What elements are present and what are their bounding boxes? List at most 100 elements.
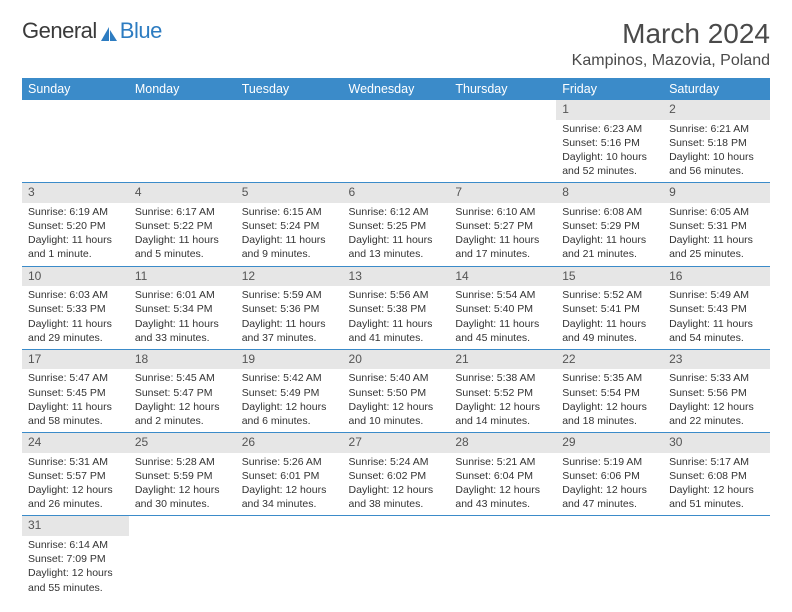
daylight-line: Daylight: 10 hours and 56 minutes. [669, 150, 764, 178]
title-block: March 2024 Kampinos, Mazovia, Poland [572, 18, 770, 70]
sunset-line: Sunset: 5:24 PM [242, 219, 337, 233]
calendar-cell: 1Sunrise: 6:23 AMSunset: 5:16 PMDaylight… [556, 100, 663, 183]
sunset-line: Sunset: 5:43 PM [669, 302, 764, 316]
day-number [236, 100, 343, 120]
day-details: Sunrise: 5:24 AMSunset: 6:02 PMDaylight:… [343, 453, 450, 516]
calendar-cell: 10Sunrise: 6:03 AMSunset: 5:33 PMDayligh… [22, 266, 129, 349]
brand-word-2: Blue [120, 18, 162, 44]
sunrise-line: Sunrise: 6:14 AM [28, 538, 123, 552]
calendar-week: 10Sunrise: 6:03 AMSunset: 5:33 PMDayligh… [22, 266, 770, 349]
day-number: 22 [556, 350, 663, 370]
calendar-week: 31 Sunrise: 6:14 AMSunset: 7:09 PMDayligh… [22, 516, 770, 599]
calendar-week: 17Sunrise: 5:47 AMSunset: 5:45 PMDayligh… [22, 349, 770, 432]
calendar-cell: 3Sunrise: 6:19 AMSunset: 5:20 PMDaylight… [22, 183, 129, 266]
day-number: 3 [22, 183, 129, 203]
day-header: Wednesday [343, 78, 450, 100]
sunrise-line: Sunrise: 5:31 AM [28, 455, 123, 469]
header: General Blue March 2024 Kampinos, Mazovi… [22, 18, 770, 70]
calendar-cell [236, 516, 343, 599]
calendar-cell: 28Sunrise: 5:21 AMSunset: 6:04 PMDayligh… [449, 433, 556, 516]
daylight-line: Daylight: 11 hours and 37 minutes. [242, 317, 337, 345]
sunset-line: Sunset: 7:09 PM [28, 552, 123, 566]
sunrise-line: Sunrise: 5:54 AM [455, 288, 550, 302]
calendar-week: 3Sunrise: 6:19 AMSunset: 5:20 PMDaylight… [22, 183, 770, 266]
day-number: 30 [663, 433, 770, 453]
sunset-line: Sunset: 6:06 PM [562, 469, 657, 483]
daylight-line: Daylight: 11 hours and 13 minutes. [349, 233, 444, 261]
day-details: Sunrise: 5:35 AMSunset: 5:54 PMDaylight:… [556, 369, 663, 432]
calendar-cell: 21Sunrise: 5:38 AMSunset: 5:52 PMDayligh… [449, 349, 556, 432]
day-number: 14 [449, 267, 556, 287]
sunrise-line: Sunrise: 6:23 AM [562, 122, 657, 136]
day-number: 9 [663, 183, 770, 203]
sunset-line: Sunset: 5:45 PM [28, 386, 123, 400]
daylight-line: Daylight: 11 hours and 25 minutes. [669, 233, 764, 261]
day-details: Sunrise: 5:28 AMSunset: 5:59 PMDaylight:… [129, 453, 236, 516]
day-number [449, 100, 556, 120]
sunset-line: Sunset: 5:18 PM [669, 136, 764, 150]
calendar-cell: 11Sunrise: 6:01 AMSunset: 5:34 PMDayligh… [129, 266, 236, 349]
calendar-cell: 15Sunrise: 5:52 AMSunset: 5:41 PMDayligh… [556, 266, 663, 349]
daylight-line: Daylight: 12 hours and 55 minutes. [28, 566, 123, 594]
day-number: 13 [343, 267, 450, 287]
brand-word-1: General [22, 18, 97, 44]
day-number: 29 [556, 433, 663, 453]
sunrise-line: Sunrise: 6:01 AM [135, 288, 230, 302]
day-number: 21 [449, 350, 556, 370]
day-details: Sunrise: 5:59 AMSunset: 5:36 PMDaylight:… [236, 286, 343, 349]
sunrise-line: Sunrise: 6:21 AM [669, 122, 764, 136]
sunrise-line: Sunrise: 5:28 AM [135, 455, 230, 469]
sunset-line: Sunset: 5:27 PM [455, 219, 550, 233]
day-details: Sunrise: 5:19 AMSunset: 6:06 PMDaylight:… [556, 453, 663, 516]
calendar-cell: 23Sunrise: 5:33 AMSunset: 5:56 PMDayligh… [663, 349, 770, 432]
day-number: 15 [556, 267, 663, 287]
sunrise-line: Sunrise: 5:26 AM [242, 455, 337, 469]
day-details: Sunrise: 6:08 AMSunset: 5:29 PMDaylight:… [556, 203, 663, 266]
day-number: 31 [22, 516, 129, 536]
sunrise-line: Sunrise: 5:38 AM [455, 371, 550, 385]
day-number: 23 [663, 350, 770, 370]
calendar-cell [556, 516, 663, 599]
calendar-cell: 29Sunrise: 5:19 AMSunset: 6:06 PMDayligh… [556, 433, 663, 516]
sunrise-line: Sunrise: 5:19 AM [562, 455, 657, 469]
day-number: 4 [129, 183, 236, 203]
day-number: 12 [236, 267, 343, 287]
sunset-line: Sunset: 5:25 PM [349, 219, 444, 233]
daylight-line: Daylight: 12 hours and 43 minutes. [455, 483, 550, 511]
sunrise-line: Sunrise: 6:15 AM [242, 205, 337, 219]
day-details: Sunrise: 5:40 AMSunset: 5:50 PMDaylight:… [343, 369, 450, 432]
sunset-line: Sunset: 6:02 PM [349, 469, 444, 483]
day-number [343, 516, 450, 536]
day-details: Sunrise: 6:23 AMSunset: 5:16 PMDaylight:… [556, 120, 663, 183]
calendar-cell [236, 100, 343, 183]
daylight-line: Daylight: 11 hours and 21 minutes. [562, 233, 657, 261]
calendar-table: Sunday Monday Tuesday Wednesday Thursday… [22, 78, 770, 599]
calendar-cell: 14Sunrise: 5:54 AMSunset: 5:40 PMDayligh… [449, 266, 556, 349]
day-number: 18 [129, 350, 236, 370]
day-details: Sunrise: 6:15 AMSunset: 5:24 PMDaylight:… [236, 203, 343, 266]
day-number: 5 [236, 183, 343, 203]
daylight-line: Daylight: 11 hours and 9 minutes. [242, 233, 337, 261]
calendar-week: 1Sunrise: 6:23 AMSunset: 5:16 PMDaylight… [22, 100, 770, 183]
sunset-line: Sunset: 5:22 PM [135, 219, 230, 233]
day-number: 26 [236, 433, 343, 453]
day-details: Sunrise: 5:56 AMSunset: 5:38 PMDaylight:… [343, 286, 450, 349]
sail-icon [100, 26, 118, 42]
day-number [22, 100, 129, 120]
sunset-line: Sunset: 5:40 PM [455, 302, 550, 316]
calendar-cell [663, 516, 770, 599]
calendar-cell: 25Sunrise: 5:28 AMSunset: 5:59 PMDayligh… [129, 433, 236, 516]
calendar-cell [343, 100, 450, 183]
sunrise-line: Sunrise: 5:33 AM [669, 371, 764, 385]
calendar-week: 24Sunrise: 5:31 AMSunset: 5:57 PMDayligh… [22, 433, 770, 516]
day-number: 11 [129, 267, 236, 287]
day-number [663, 516, 770, 536]
day-header: Saturday [663, 78, 770, 100]
day-header: Friday [556, 78, 663, 100]
calendar-cell: 18Sunrise: 5:45 AMSunset: 5:47 PMDayligh… [129, 349, 236, 432]
sunset-line: Sunset: 5:50 PM [349, 386, 444, 400]
day-number: 27 [343, 433, 450, 453]
daylight-line: Daylight: 12 hours and 18 minutes. [562, 400, 657, 428]
day-details: Sunrise: 6:10 AMSunset: 5:27 PMDaylight:… [449, 203, 556, 266]
sunset-line: Sunset: 5:59 PM [135, 469, 230, 483]
